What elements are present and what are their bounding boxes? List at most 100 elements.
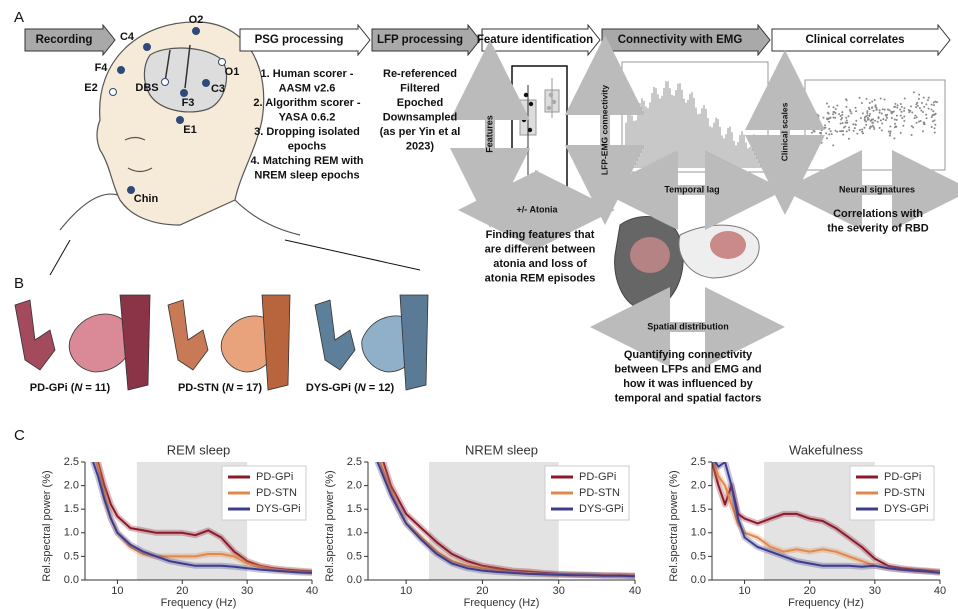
scatter-dot [927,107,930,110]
scatter-dot [915,103,918,106]
scatter-dot [821,136,824,139]
step-arrow [24,23,116,57]
group-label-part: = 17) [234,382,263,394]
electrode [143,43,151,51]
scatter-dot [829,116,832,119]
axes [711,462,940,581]
legend-label: DYS-GPi [579,503,624,515]
scatter-dot [832,144,835,147]
group-label: DYS-GPi (N = 12) [306,382,395,394]
axis-arrow-label: Clinical scales [779,102,789,161]
connector-line [49,239,71,276]
group-label: PD-GPi (N = 11) [30,382,111,394]
scatter-dot [900,110,903,113]
chart-title: NREM sleep [465,442,538,457]
scatter-dot [931,120,934,123]
x-axis-label: Frequency (Hz) [161,597,237,609]
axes [367,462,635,581]
electrodes: C4 O2 F4 O1 E2 DBS F3 C3 E1 Chin [84,14,239,205]
scatter-dot [834,116,837,119]
scatter-dot [890,116,893,119]
y-tick-label: 0.0 [691,574,706,586]
description-line: Finding features that [486,229,595,241]
scatter-dot [930,126,933,129]
scatter-dot [910,125,913,128]
clinical-illustration [804,79,946,171]
scatter-dot [839,130,842,133]
scatter-dot [899,108,902,111]
scatter-dot [879,119,882,122]
scatter-dot [848,109,851,112]
scatter-dot [832,116,835,119]
legend-label: PD-STN [579,487,620,499]
scatter-dot [880,129,883,132]
scatter-dot [845,119,848,122]
electrode-label: C4 [120,31,135,43]
scatter-dot [879,97,882,100]
scatter-dot [848,126,851,129]
scatter-dot [866,118,869,121]
scatter-dot [847,115,850,118]
scatter-dot [825,137,828,140]
scatter-dot [893,105,896,108]
electrode-label: F3 [182,97,195,109]
description-line: the severity of RBD [827,222,929,234]
scatter-dot [916,104,919,107]
scatter-dot [889,130,892,133]
scatter-dot [872,109,875,112]
scatter-dot [874,119,877,122]
legend-label: DYS-GPi [256,503,301,515]
dbs-leads [164,44,191,89]
y-axis-label: Rel.spectral power (%) [41,470,53,581]
scatter-dot [925,103,928,106]
scatter-dot [890,110,893,113]
scatter-dot [867,106,870,109]
scatter-dot [865,97,868,100]
scatter-dot [930,116,933,119]
scatter-dot [859,117,862,120]
step-label: Connectivity with EMG [618,34,743,46]
scatter-dot [832,111,835,114]
scatter-dot [866,112,869,115]
y-tick-label: 1.5 [691,503,706,515]
legend-label: DYS-GPi [884,503,929,515]
scatter-dot [827,105,830,108]
x-axis-label: Frequency (Hz) [464,597,540,609]
scatter-dot [816,113,819,116]
scatter-dot [818,124,821,127]
electrode-label: F4 [95,62,109,74]
brain-maps [614,216,760,311]
scatter-dot [874,104,877,107]
scatter-dot [861,130,864,133]
scatter-dot [894,122,897,125]
scatter-dot [932,110,935,113]
scatter-dot [827,112,830,115]
scatter-dot [911,111,914,114]
scatter-dot [852,129,855,132]
electrode [161,78,169,86]
scatter-dot [886,113,889,116]
scatter-dot [834,129,837,132]
scatter-dot [883,108,886,111]
description-line: Correlations with [833,208,923,220]
electrode [117,66,125,74]
scatter-dot [856,132,859,135]
scatter-dot [923,121,926,124]
group-label-part: N [226,382,235,394]
electrode [202,79,210,87]
scatter-dot [813,130,816,133]
scatter-dot [854,106,857,109]
x-tick-label: 40 [934,585,946,597]
y-tick-label: 0.5 [691,550,706,562]
scatter-dot [852,123,855,126]
scatter-dot [921,110,924,113]
axes [84,462,312,581]
step-label: Clinical correlates [805,34,904,46]
scatter-dot [875,108,878,111]
scatter-dot [814,125,817,128]
scatter-dot [820,141,823,144]
scatter-dot [839,115,842,118]
panel-label: A [14,9,24,26]
scatter-dot [828,120,831,123]
scatter-dot [894,102,897,105]
